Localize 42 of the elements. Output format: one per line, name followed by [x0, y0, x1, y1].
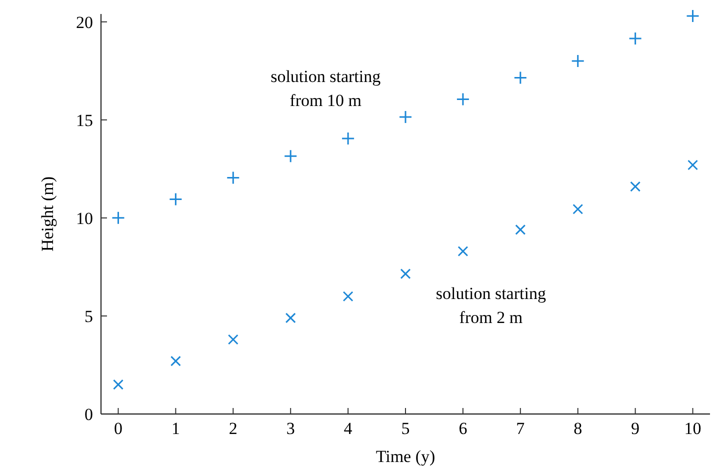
- x-tick-label: 3: [286, 419, 295, 438]
- point: [168, 192, 182, 206]
- point: [111, 211, 125, 225]
- y-tick-label: 20: [76, 12, 93, 32]
- y-axis-title: Height (m): [38, 176, 57, 252]
- point: [688, 160, 698, 170]
- y-tick-label: 0: [84, 404, 93, 424]
- x-tick-label: 1: [171, 419, 180, 438]
- point: [284, 149, 298, 163]
- point: [341, 132, 355, 146]
- x-tick-label: 2: [228, 419, 238, 438]
- point: [170, 356, 181, 366]
- point: [630, 181, 641, 192]
- x-tick-label: 9: [631, 419, 640, 438]
- x-axis-title: Time (y): [376, 447, 436, 466]
- x-tick-label: 6: [458, 419, 468, 438]
- point: [515, 224, 526, 235]
- x-tick-label: 10: [684, 419, 702, 438]
- point: [686, 9, 700, 23]
- point: [458, 246, 468, 257]
- y-tick-label: 5: [84, 306, 93, 326]
- point: [571, 54, 585, 68]
- point: [572, 204, 584, 214]
- x-tick-label: 4: [344, 419, 353, 438]
- point: [228, 334, 238, 345]
- point: [628, 32, 642, 46]
- point: [456, 92, 470, 106]
- series-label: solution starting from 10 m: [270, 66, 382, 110]
- point: [285, 312, 296, 324]
- point: [342, 291, 354, 302]
- y-tick-label: 10: [76, 208, 93, 228]
- point: [514, 70, 528, 84]
- point: [398, 110, 412, 124]
- point: [226, 170, 240, 184]
- point: [400, 268, 411, 280]
- point: [112, 379, 124, 390]
- series-label: solution starting from 2 m: [436, 284, 546, 327]
- x-tick-label: 5: [401, 419, 410, 438]
- y-tick-label: 15: [76, 110, 93, 130]
- x-tick-label: 0: [114, 419, 122, 438]
- x-tick-label: 8: [574, 419, 582, 438]
- x-tick-label: 7: [516, 419, 526, 438]
